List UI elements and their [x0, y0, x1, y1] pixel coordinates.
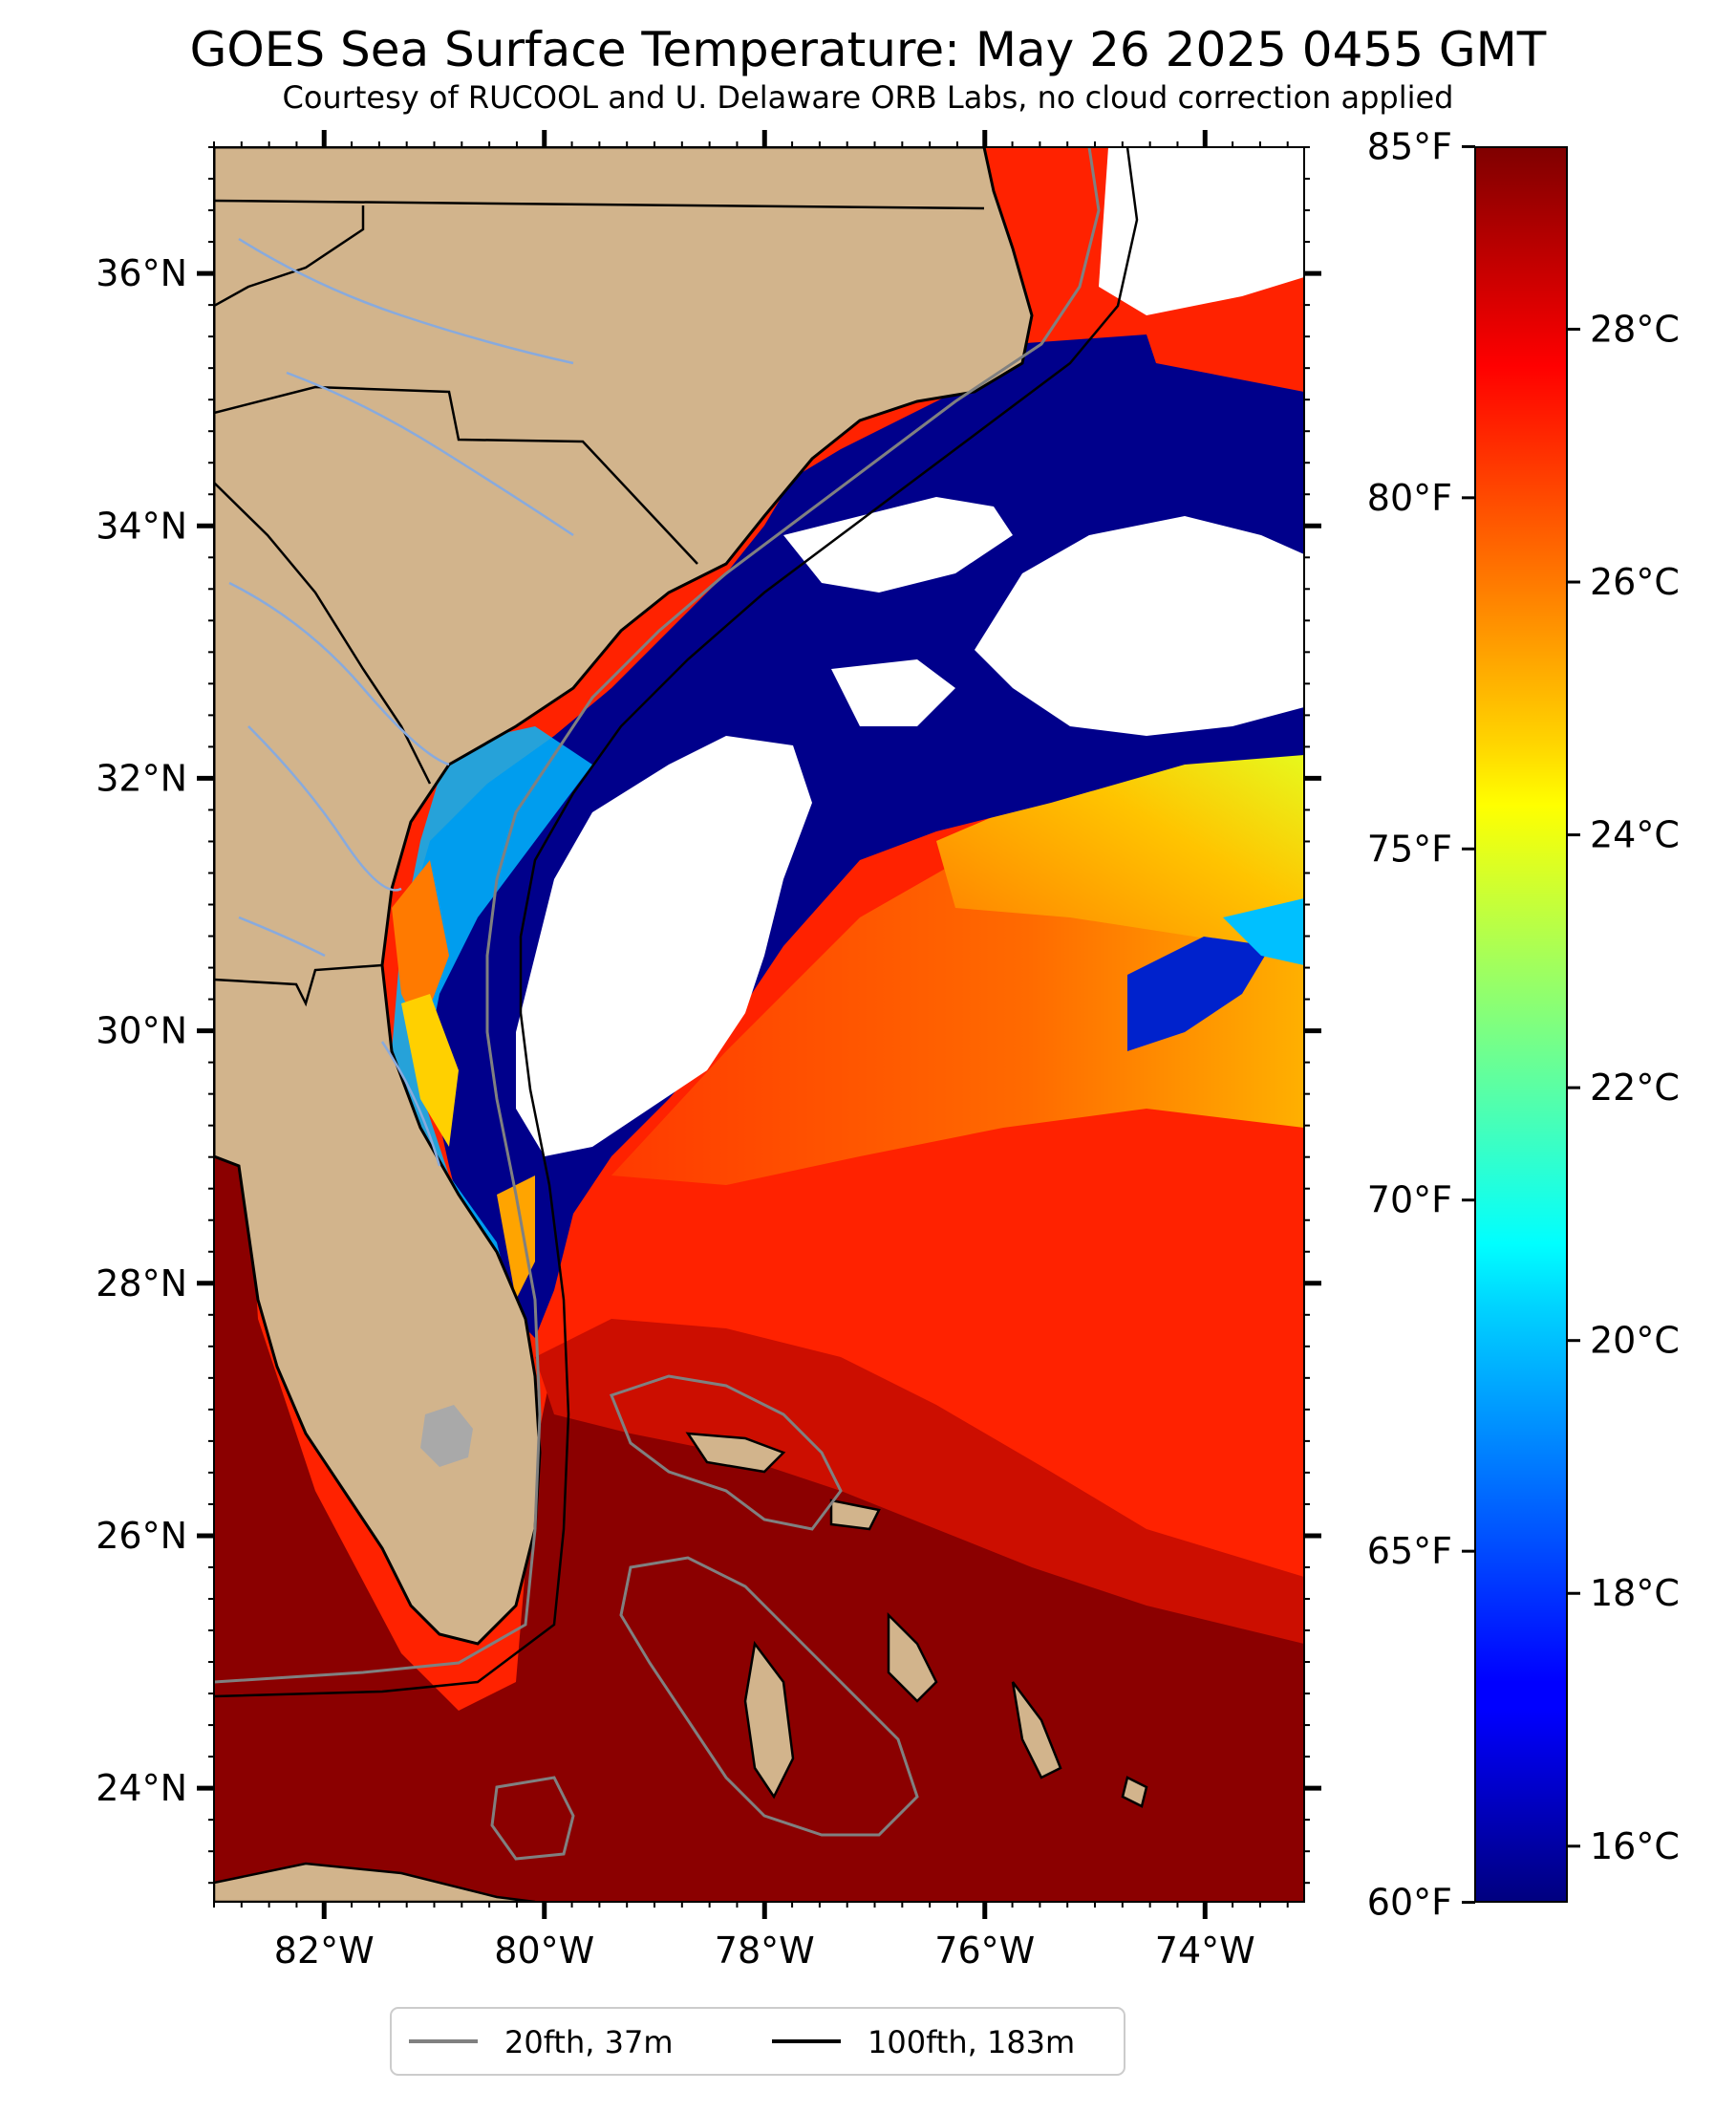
lon-tick-label: 80°W [494, 1930, 594, 1972]
contour-cay-sal [490, 1776, 575, 1861]
ocean-coastal-yellow-patch [401, 994, 459, 1147]
page-subtitle: Courtesy of RUCOOL and U. Delaware ORB L… [282, 79, 1454, 116]
land-southeast-us [214, 147, 1034, 1646]
border-va-nc [214, 199, 985, 210]
border-nc-sc [214, 385, 698, 565]
fahrenheit-tick-label: 85°F [1367, 125, 1452, 167]
fahrenheit-tick-label: 65°F [1367, 1530, 1452, 1572]
ocean-red-transition [535, 1319, 1304, 1644]
fahrenheit-tick-label: 75°F [1367, 828, 1452, 870]
fahrenheit-tick-label: 70°F [1367, 1179, 1452, 1221]
ocean-yellow-region [936, 736, 1304, 956]
cloud-region-north [1099, 147, 1304, 315]
colorbar [1474, 146, 1568, 1903]
border-sc-ga [214, 482, 432, 785]
sst-map [214, 147, 1304, 1902]
lat-tick-label: 26°N [96, 1515, 187, 1557]
celsius-tick-label: 24°C [1590, 814, 1680, 856]
fahrenheit-tick-label: 60°F [1367, 1882, 1452, 1924]
colorbar-ticks: 16°C 18°C 20°C 22°C 24°C 26°C 28°C 60°F 65°F 70°F… [1367, 125, 1680, 1923]
lat-tick-label: 36°N [96, 252, 187, 294]
map-frame [213, 146, 1305, 1903]
page-title: GOES Sea Surface Temperature: May 26 202… [189, 22, 1547, 77]
ocean-cyan-streak [1223, 898, 1304, 965]
celsius-tick-label: 20°C [1590, 1320, 1680, 1362]
lon-tick-label: 78°W [715, 1930, 815, 1972]
lon-tick-label: 82°W [274, 1930, 375, 1972]
fahrenheit-tick-label: 80°F [1367, 477, 1452, 519]
lat-tick-label: 30°N [96, 1010, 187, 1052]
celsius-tick-label: 18°C [1590, 1572, 1680, 1614]
lat-tick-label: 34°N [96, 505, 187, 547]
cloud-region-northeast [783, 497, 1013, 593]
map-axis-labels: 24°N 26°N 28°N 30°N 32°N 34°N 36°N 82°W 80°W 78°W… [96, 252, 1255, 1972]
contour-100fth [214, 147, 1139, 1698]
celsius-tick-label: 28°C [1590, 308, 1680, 350]
land-bahamas [685, 1432, 1148, 1808]
ocean-cold-streak [1127, 937, 1271, 1051]
border-ga-fl [214, 963, 383, 1007]
land-cuba [214, 1862, 536, 1902]
contour-bahama-bank-south [619, 1556, 919, 1837]
celsius-tick-label: 22°C [1590, 1067, 1680, 1109]
legend-label-20fth: 20fth, 37m [504, 2024, 673, 2060]
legend: 20fth, 37m 100fth, 183m [390, 2007, 1125, 2076]
celsius-tick-label: 26°C [1590, 561, 1680, 603]
map-axis-ticks [197, 130, 1321, 1919]
contour-bahama-bank-north [610, 1374, 843, 1531]
border-nc-tn [214, 205, 365, 308]
lon-tick-label: 76°W [934, 1930, 1035, 1972]
lat-tick-label: 32°N [96, 757, 187, 799]
lon-tick-label: 74°W [1155, 1930, 1255, 1972]
lat-tick-label: 28°N [96, 1262, 187, 1304]
celsius-tick-label: 16°C [1590, 1825, 1680, 1867]
contour-20fth [214, 147, 1101, 1684]
lake-okeechobee [420, 1405, 473, 1467]
lat-tick-label: 24°N [96, 1767, 187, 1809]
cloud-region-patch [831, 659, 955, 726]
ocean-coastal-warm-patch [392, 860, 449, 1032]
cloud-region-offshore [516, 736, 812, 1156]
cloud-region-east [975, 516, 1304, 736]
legend-box [390, 2007, 1125, 2076]
ocean-florida-coast-patch [497, 1175, 535, 1300]
legend-label-100fth: 100fth, 183m [868, 2024, 1075, 2060]
rivers [228, 237, 574, 1167]
